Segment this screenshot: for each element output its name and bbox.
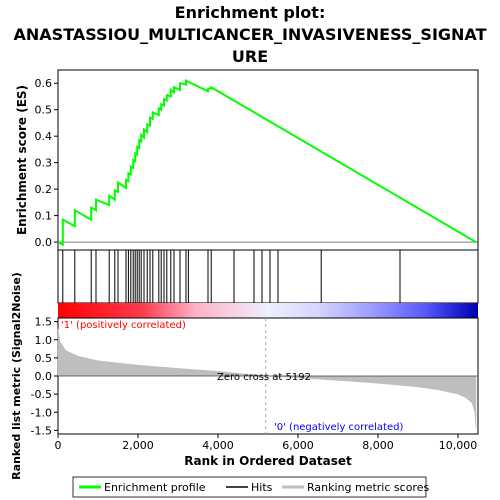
metric-xtick-label: 2,000 [122, 439, 154, 452]
metric-xtick-label: 4,000 [202, 439, 234, 452]
metric-ytick-label: -1.0 [31, 406, 52, 419]
zero-cross-label: Zero cross at 5192 [217, 372, 311, 383]
chart-title-line1: Enrichment plot: [175, 3, 326, 22]
es-ytick-label: 0.6 [35, 77, 53, 90]
es-ylabel: Enrichment score (ES) [15, 85, 29, 235]
metric-xlabel: Rank in Ordered Dataset [184, 454, 352, 468]
rank-color-bar [58, 303, 478, 318]
metric-ytick-label: 0.0 [35, 370, 53, 383]
metric-ytick-label: -0.5 [31, 388, 52, 401]
metric-xtick-label: 0 [55, 439, 62, 452]
negative-correlation-label: '0' (negatively correlated) [274, 422, 403, 433]
positive-correlation-label: '1' (positively correlated) [61, 320, 186, 331]
metric-xtick-label: 8,000 [362, 439, 394, 452]
metric-ylabel: Ranked list metric (Signal2Noise) [10, 272, 23, 480]
legend-enrichment-label: Enrichment profile [104, 481, 206, 494]
metric-xtick-label: 6,000 [282, 439, 314, 452]
es-ytick-label: 0.1 [35, 210, 53, 223]
metric-ytick-label: -1.5 [31, 424, 52, 437]
metric-ytick-label: 1.5 [35, 316, 53, 329]
chart-title-line2: ANASTASSIOU_MULTICANCER_INVASIVENESS_SIG… [14, 25, 487, 44]
metric-ytick-label: 0.5 [35, 352, 53, 365]
metric-ytick-label: 1.0 [35, 334, 53, 347]
es-ytick-label: 0.2 [35, 183, 53, 196]
legend-box [72, 476, 427, 498]
es-ytick-label: 0.3 [35, 157, 53, 170]
enrichment-profile-line [57, 78, 477, 247]
es-panel-frame [57, 69, 479, 251]
hits-panel-frame [57, 249, 479, 304]
es-ytick-label: 0.0 [35, 236, 53, 249]
chart-title-line3: URE [232, 47, 268, 66]
es-ytick-label: 0.5 [35, 104, 53, 117]
legend-metric-label: Ranking metric scores [307, 481, 429, 494]
legend-hits-label: Hits [251, 481, 273, 494]
ranking-metric-area [57, 328, 477, 429]
metric-xtick-label: 10,000 [439, 439, 478, 452]
es-ytick-label: 0.4 [35, 130, 53, 143]
